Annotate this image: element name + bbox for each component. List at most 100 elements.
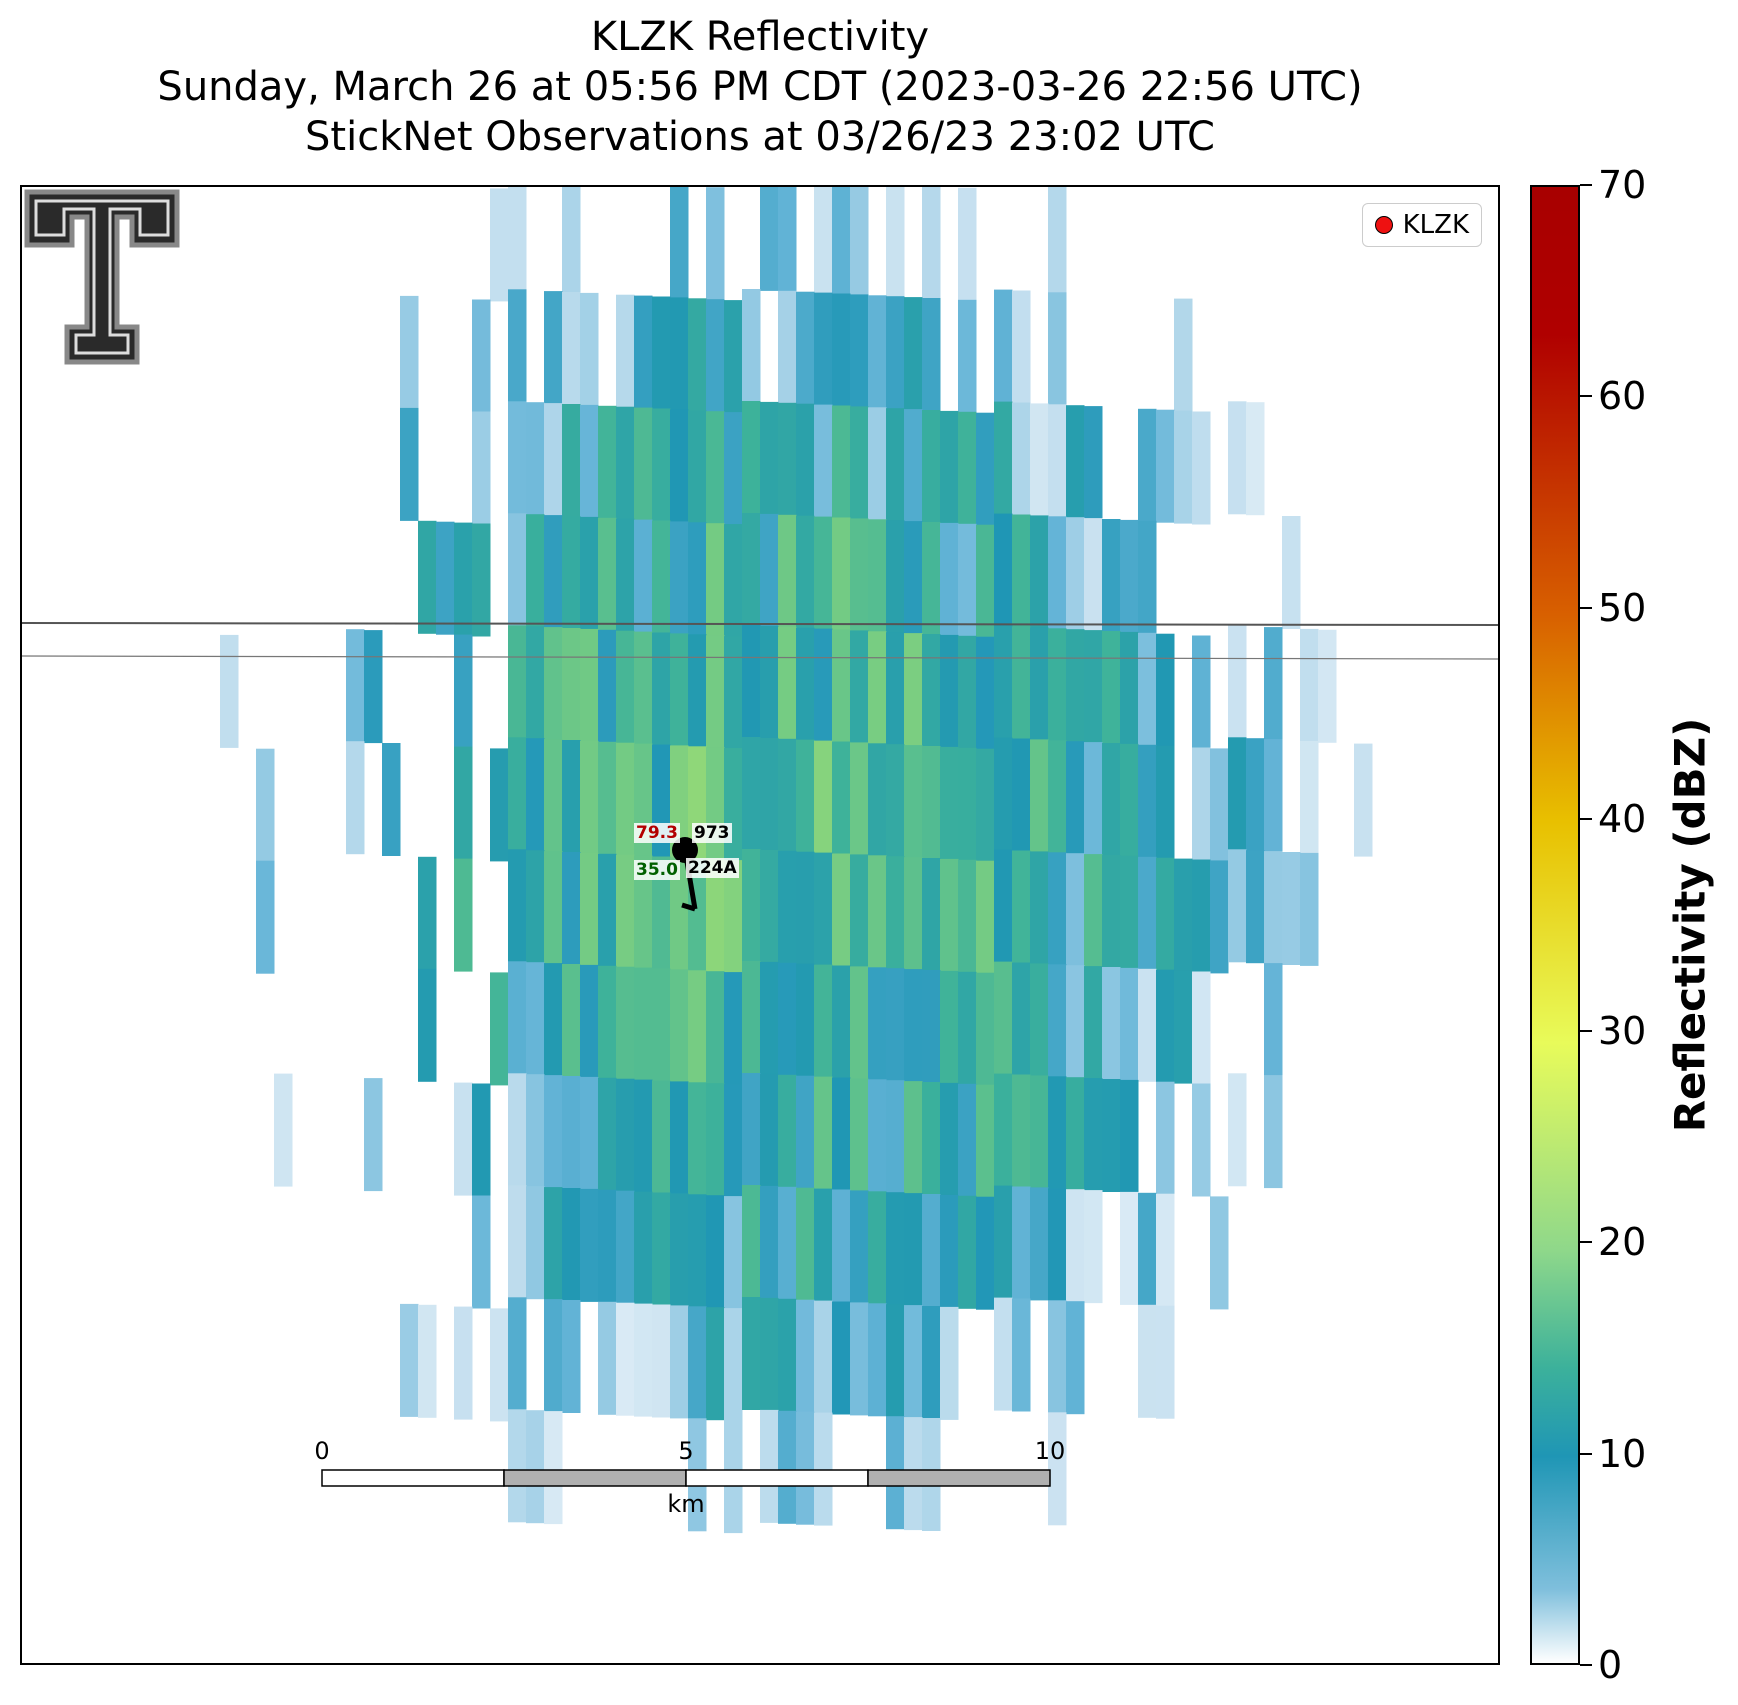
- radar-bin: [994, 1297, 1013, 1411]
- radar-bin: [256, 748, 275, 862]
- radar-bin: [1246, 850, 1265, 964]
- radar-bin: [616, 1190, 635, 1304]
- radar-bin: [1156, 857, 1175, 971]
- map-legend: KLZK: [1361, 203, 1482, 247]
- radar-bin: [706, 299, 725, 413]
- radar-bin: [1246, 738, 1265, 852]
- radar-bin: [814, 187, 833, 294]
- radar-bin: [760, 1185, 779, 1299]
- radar-bin: [922, 858, 941, 971]
- radar-bin: [634, 1079, 653, 1193]
- radar-bin: [526, 626, 545, 740]
- radar-bin: [940, 634, 959, 748]
- radar-bin: [526, 738, 545, 852]
- radar-bin: [976, 412, 995, 526]
- radar-bin: [670, 409, 689, 523]
- radar-bin: [508, 625, 527, 739]
- radar-bin: [904, 297, 923, 411]
- radar-bin: [724, 748, 743, 862]
- radar-bin: [1210, 1196, 1229, 1310]
- radar-bin: [904, 1305, 923, 1419]
- radar-bin: [706, 971, 725, 1085]
- radar-bin: [796, 1299, 815, 1413]
- reflectivity-field: [22, 187, 1498, 1534]
- radar-bin: [274, 1073, 293, 1187]
- radar-bin: [634, 295, 653, 409]
- radar-bin: [778, 850, 797, 964]
- radar-bin: [1030, 851, 1049, 965]
- radar-bin: [976, 860, 995, 974]
- radar-bin: [652, 1080, 671, 1194]
- title-line-3: StickNet Observations at 03/26/23 23:02 …: [305, 114, 1215, 160]
- radar-bin: [454, 858, 473, 972]
- radar-bin: [796, 1075, 815, 1189]
- radar-bin: [1030, 403, 1049, 517]
- radar-bin: [1084, 966, 1103, 1080]
- radar-bin: [1174, 970, 1193, 1084]
- radar-bin: [886, 744, 905, 858]
- radar-bin: [436, 521, 455, 635]
- radar-bin: [472, 299, 491, 413]
- radar-bin: [580, 1188, 599, 1302]
- radar-bin: [796, 403, 815, 517]
- radar-bin: [850, 1190, 869, 1304]
- radar-bin: [1030, 515, 1049, 629]
- radar-bin: [994, 849, 1013, 963]
- radar-bin: [922, 522, 941, 635]
- radar-bin: [580, 964, 599, 1078]
- title-line-2: Sunday, March 26 at 05:56 PM CDT (2023-0…: [157, 64, 1363, 110]
- radar-bin: [1138, 520, 1157, 634]
- radar-bin: [994, 737, 1013, 851]
- colorbar-tick-label: 50: [1598, 585, 1647, 630]
- radar-bin: [364, 630, 383, 744]
- radar-bin: [778, 1186, 797, 1300]
- colorbar-tick-mark: [1580, 606, 1592, 609]
- radar-bin: [418, 968, 437, 1082]
- radar-bin: [724, 636, 743, 750]
- radar-bin: [1300, 740, 1319, 854]
- radar-bin: [382, 743, 401, 856]
- radar-bin: [562, 1188, 581, 1301]
- radar-bin: [742, 849, 761, 962]
- radar-bin: [958, 971, 977, 1085]
- radar-bin: [1102, 519, 1121, 632]
- radar-bin: [1030, 627, 1049, 741]
- radar-bin: [1174, 858, 1193, 972]
- radar-bin: [868, 631, 887, 745]
- radar-bin: [1012, 962, 1031, 1076]
- radar-bin: [1246, 402, 1265, 516]
- radar-bin: [490, 972, 509, 1086]
- radar-bin: [940, 522, 959, 636]
- radar-bin: [1048, 1188, 1067, 1302]
- radar-bin: [1156, 1305, 1175, 1419]
- radar-bin: [1228, 737, 1247, 851]
- station-dewpoint: 35.0: [634, 860, 680, 880]
- boundary-line: [22, 655, 1498, 660]
- radar-bin: [778, 514, 797, 628]
- radar-bin: [778, 290, 797, 404]
- radar-bin: [598, 405, 617, 519]
- radar-bin: [616, 1302, 635, 1416]
- radar-bin: [940, 1082, 959, 1196]
- scale-tick-0: 0: [314, 1437, 330, 1465]
- radar-bin: [1192, 411, 1211, 525]
- radar-bin: [688, 1306, 707, 1420]
- radar-bin: [994, 625, 1013, 739]
- radar-bin: [490, 188, 509, 302]
- radar-bin: [1012, 402, 1031, 516]
- radar-bin: [886, 296, 905, 410]
- radar-bin: [508, 1297, 527, 1411]
- radar-bin: [1264, 627, 1283, 741]
- radar-bin: [616, 406, 635, 520]
- radar-bin: [544, 1411, 563, 1525]
- radar-bin: [652, 968, 671, 1082]
- radar-bin: [580, 852, 599, 966]
- radar-bin: [832, 293, 851, 407]
- radar-bin: [652, 632, 671, 746]
- radar-bin: [634, 855, 653, 969]
- radar-bin: [670, 1081, 689, 1195]
- radar-bin: [454, 522, 473, 636]
- radar-bin: [562, 1300, 581, 1413]
- radar-bin: [760, 187, 779, 291]
- radar-bin: [1156, 409, 1175, 523]
